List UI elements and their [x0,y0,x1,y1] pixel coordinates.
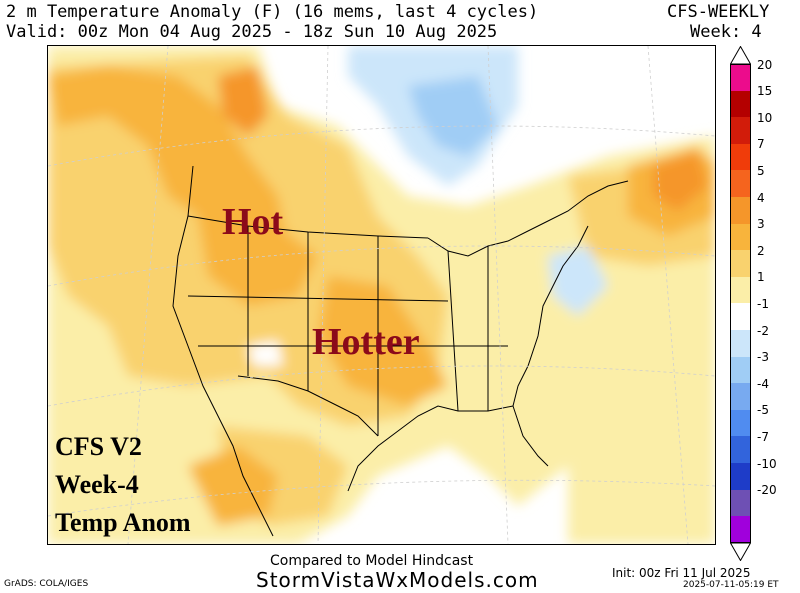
hotter-label: Hotter [312,321,420,363]
colorbar-cell [730,64,751,92]
colorbar-cell [730,463,751,491]
colorbar-label: -10 [757,456,777,471]
colorbar-label: 20 [757,57,773,72]
colorbar-cell [730,436,751,464]
colorbar-label: 10 [757,110,773,125]
caption-model: CFS V2 [55,432,142,461]
colorbar-cell [730,356,751,384]
colorbar-bottom-arrow [730,542,751,561]
colorbar-cell [730,383,751,411]
colorbar-label: -4 [757,376,769,391]
colorbar-label: 5 [757,164,765,178]
colorbar-cell [730,117,751,145]
colorbar-label: -7 [757,430,769,444]
colorbar-cell [730,143,751,171]
colorbar-label: 7 [757,137,765,152]
grads-credit: GrADS: COLA/IGES [4,579,89,589]
colorbar-top-arrow [730,46,751,64]
colorbar-cell [730,330,751,358]
colorbar-cell [730,223,751,251]
valid-period: Valid: 00z Mon 04 Aug 2025 - 18z Sun 10 … [6,22,498,42]
boundaries [172,165,629,537]
site-name: StormVistaWxModels.com [256,568,539,592]
colorbar-label: 4 [757,190,765,205]
graticule [48,46,715,544]
colorbar-label: 3 [757,217,765,232]
model-name: CFS-WEEKLY [667,2,770,22]
colorbar-cell [730,516,751,544]
colorbar-label: -20 [757,483,777,498]
init-time: Init: 00z Fri 11 Jul 2025 [612,566,751,580]
colorbar-label: -1 [757,297,769,311]
colorbar-label: -3 [757,350,769,365]
colorbar-label: 15 [757,84,773,99]
colorbar-label: -5 [757,403,769,418]
colorbar-cell [730,489,751,517]
anomaly-map-graphic [48,46,715,544]
colorbar-cell [730,303,751,331]
caption-anom: Temp Anom [55,508,191,537]
map-title: 2 m Temperature Anomaly (F) (16 mems, la… [6,2,539,22]
caption-week: Week-4 [55,470,139,499]
colorbar-label: 2 [757,243,765,258]
colorbar-cell [730,250,751,278]
hot-label: Hot [222,201,284,243]
timestamp: 2025-07-11-05:19 ET [683,580,779,590]
anomaly-map [47,45,716,545]
forecast-week: Week: 4 [690,22,762,42]
colorbar-cell [730,170,751,198]
colorbar-label: 1 [757,270,765,285]
colorbar-cell [730,276,751,304]
colorbar-cell [730,409,751,437]
colorbar-cell [730,90,751,118]
hindcast-note: Compared to Model Hindcast [270,553,474,569]
colorbar-cell [730,197,751,225]
colorbar-label: -2 [757,323,769,338]
